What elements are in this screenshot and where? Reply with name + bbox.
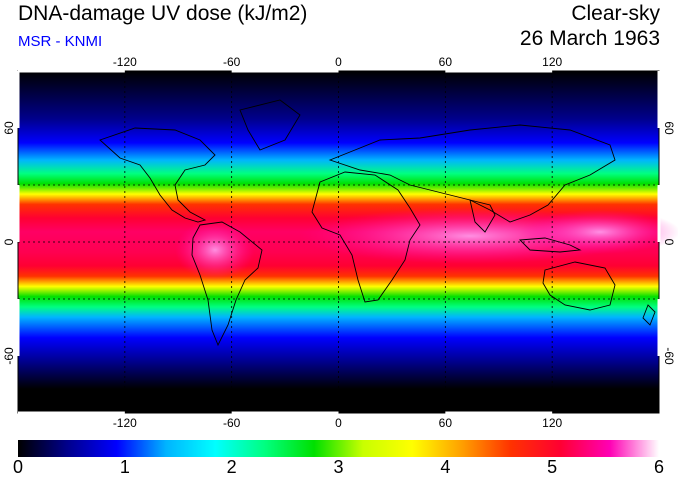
colorbar — [18, 440, 659, 457]
lon-label-top: 120 — [542, 55, 562, 69]
lat-label-left: -60 — [2, 347, 16, 365]
colorbar-label: 4 — [440, 457, 451, 477]
lon-label-bottom: -60 — [223, 416, 241, 430]
lon-label-top: -60 — [223, 55, 241, 69]
lat-tick-labels: 60 60 0 0 -60 -60 — [2, 121, 676, 365]
frame-ticks — [16, 69, 661, 415]
lon-label-bottom: 0 — [335, 416, 342, 430]
new-zealand-outline — [642, 304, 656, 326]
continent-outlines — [99, 99, 656, 347]
colorbar-label: 5 — [547, 457, 558, 477]
colorbar-label: 3 — [333, 457, 344, 477]
indonesia-outline — [518, 237, 582, 253]
lon-label-bottom: 60 — [439, 416, 453, 430]
lon-tick-labels: -120 -120 -60 -60 0 0 60 60 120 120 — [113, 55, 563, 430]
north-america-outline — [99, 127, 216, 223]
lon-label-top: -120 — [113, 55, 137, 69]
colorbar-label: 0 — [12, 457, 24, 477]
graticule — [18, 71, 659, 413]
lat-label-right: 60 — [662, 121, 676, 135]
lat-label-left: 60 — [2, 121, 16, 135]
map-title: DNA-damage UV dose (kJ/m2) — [18, 2, 308, 25]
lon-label-bottom: -120 — [113, 416, 137, 430]
africa-outline — [311, 171, 421, 303]
lon-label-bottom: 120 — [542, 416, 562, 430]
sky-condition: Clear-sky — [571, 2, 660, 25]
europe-asia-outline — [328, 124, 616, 223]
colorbar-label: 2 — [226, 457, 237, 477]
south-america-outline — [191, 221, 263, 347]
colorbar-label: 1 — [119, 457, 130, 477]
australia-outline — [542, 261, 616, 311]
colorbar-label: 6 — [653, 457, 665, 477]
lat-label-right: 0 — [662, 239, 676, 246]
map-source: MSR - KNMI — [18, 33, 103, 50]
lat-label-right: -60 — [662, 347, 676, 365]
india-outline — [469, 199, 496, 233]
lat-label-left: 0 — [2, 238, 16, 245]
lon-label-top: 60 — [439, 55, 453, 69]
map-date: 26 March 1963 — [519, 27, 660, 50]
greenland-outline — [239, 99, 301, 151]
lon-label-top: 0 — [335, 55, 342, 69]
